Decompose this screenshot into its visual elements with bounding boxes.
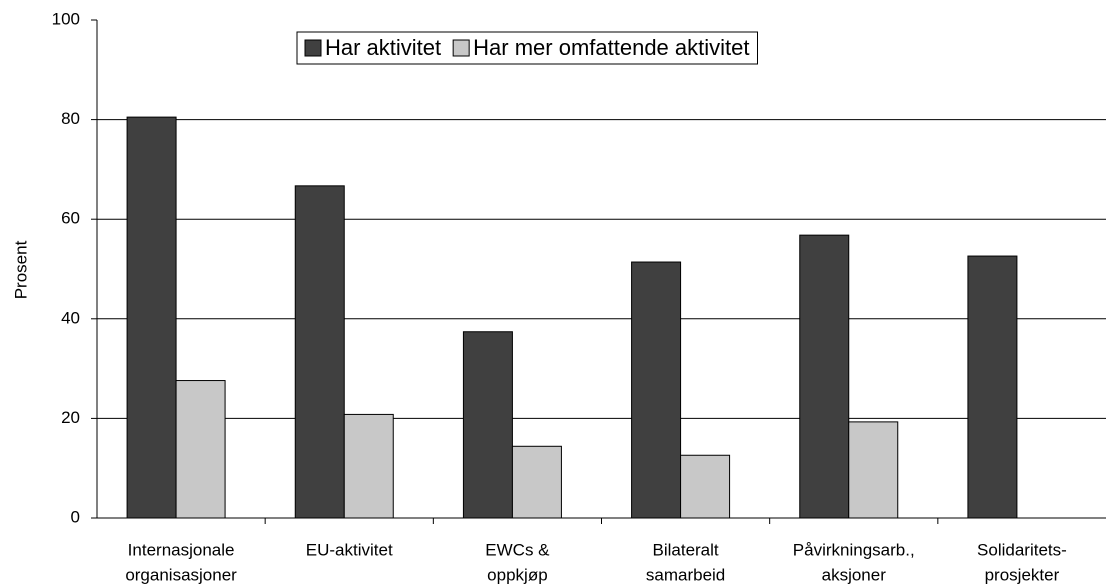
- bar: [848, 421, 899, 519]
- y-tick-label: 100: [52, 9, 80, 28]
- x-tick-label: Solidaritets-: [977, 540, 1067, 559]
- legend-box: [296, 31, 758, 65]
- y-tick-label: 60: [61, 209, 80, 228]
- bar: [631, 261, 682, 519]
- bar: [126, 116, 177, 519]
- legend: Har aktivitet Har mer omfattende aktivite…: [296, 31, 758, 65]
- bar: [343, 413, 394, 519]
- x-tick-label: Internasjonale: [128, 540, 235, 559]
- x-tick-label: organisasjoner: [125, 565, 237, 584]
- x-tick-label: samarbeid: [646, 565, 725, 584]
- x-tick-label: Påvirkningsarb.,: [793, 540, 915, 559]
- legend-swatch: [304, 39, 322, 57]
- legend-label: Har aktivitet: [325, 35, 441, 60]
- bar: [799, 234, 850, 519]
- bar: [511, 445, 562, 519]
- legend-label: Har mer omfattende aktivitet: [473, 35, 749, 60]
- y-tick-label: 80: [61, 109, 80, 128]
- x-tick-label: aksjoner: [822, 565, 887, 584]
- bar: [967, 255, 1018, 519]
- bar: [680, 454, 731, 519]
- x-tick-label: prosjekter: [985, 565, 1060, 584]
- x-tick-label: EWCs &: [485, 540, 550, 559]
- x-tick-label: EU-aktivitet: [306, 540, 393, 559]
- x-tick-label: Bilateralt: [653, 540, 719, 559]
- bar: [294, 185, 345, 519]
- x-tick-label: oppkjøp: [487, 565, 547, 584]
- bar: [462, 331, 513, 519]
- y-tick-label: 40: [61, 308, 80, 327]
- bar: [175, 380, 226, 519]
- legend-swatch: [452, 39, 470, 57]
- y-tick-label: 0: [71, 507, 80, 526]
- y-tick-label: 20: [61, 408, 80, 427]
- y-axis-label: Prosent: [11, 240, 30, 299]
